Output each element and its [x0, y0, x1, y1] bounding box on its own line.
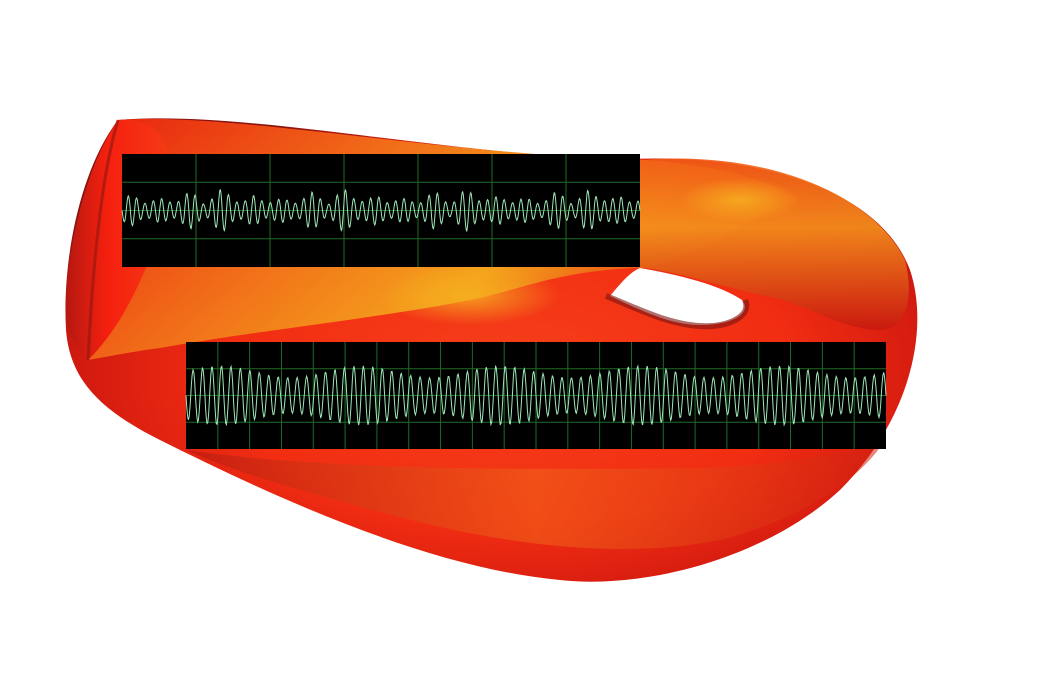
scope-trace: [185, 364, 887, 427]
oscilloscope-upper: [121, 154, 641, 267]
lower-tube-highlight: [186, 440, 885, 550]
surface-shine-right: [680, 178, 800, 222]
hole-shadow: [604, 293, 750, 330]
scope-trace: [121, 188, 641, 233]
oscilloscope-lower: [185, 342, 887, 449]
surface-shine: [380, 265, 560, 325]
mouth-rim: [86, 119, 120, 361]
